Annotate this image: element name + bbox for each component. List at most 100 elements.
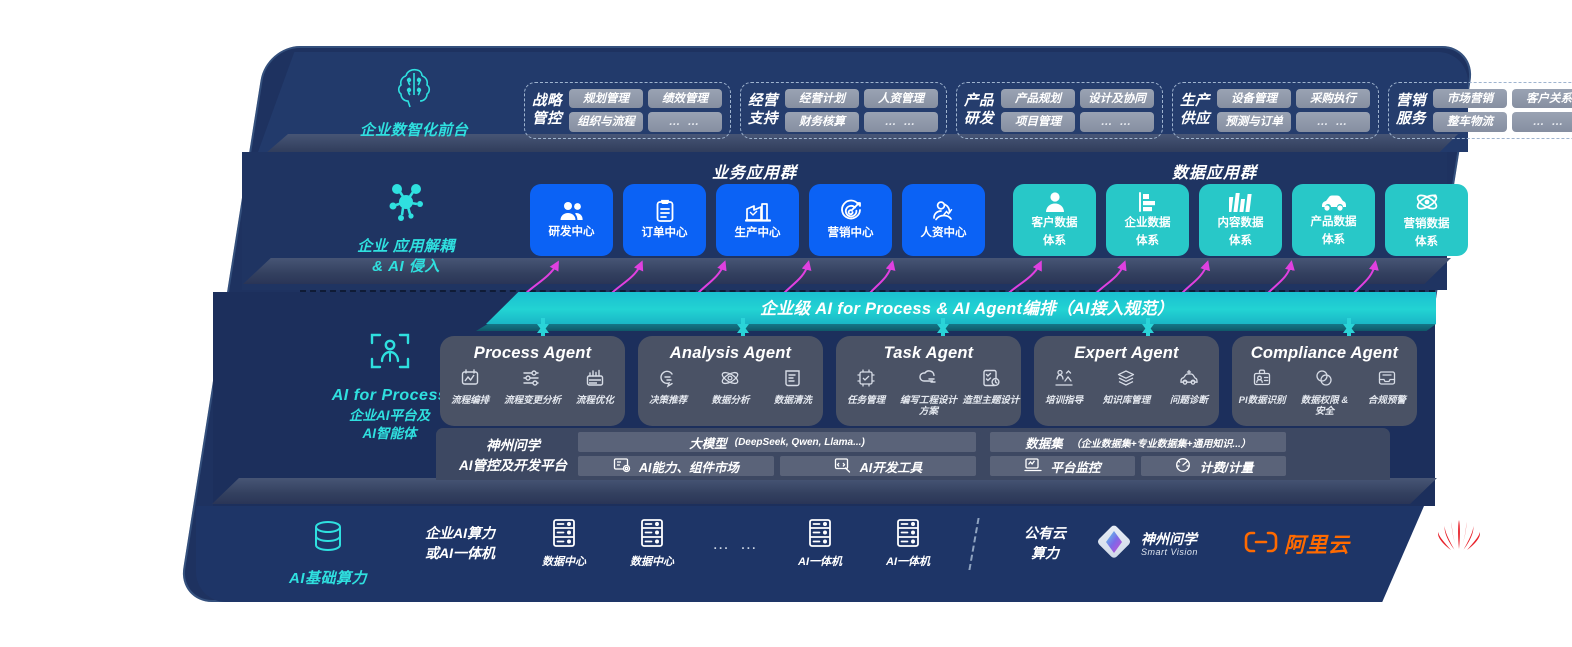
platform-box-text: AI能力、组件市场 [638,460,739,475]
agent-name: Process Agent [473,344,592,362]
card-marketing-center[interactable]: 营销中心 [809,184,892,256]
platform-box-dataset[interactable]: 数据集 （企业数据集+专业数据集+通用知识...） [990,432,1286,452]
agent-card-expert[interactable]: Expert Agent 培训指导 [1034,336,1219,426]
agent-feature[interactable]: 流程变更分析 [502,368,562,407]
enterprise-compute-label: 企业AI算力 或AI一体机 [400,524,520,563]
agent-feature[interactable]: 问题诊断 [1159,368,1219,407]
agent-feature[interactable]: 决策推荐 [638,368,698,407]
domain-chip[interactable]: 预测与订单 [1217,112,1291,132]
card-label-line1: 内容数据 [1217,217,1264,230]
clean-data-icon [783,368,803,393]
rail-ai-compute: AI基础算力 [258,518,398,589]
agent-feature[interactable]: 培训指导 [1034,368,1094,407]
devtool-icon [834,457,852,476]
infra-item-more: … … [696,534,776,554]
domain-chip-more[interactable]: … … [1512,112,1572,132]
domain-chip[interactable]: 市场营销 [1433,89,1507,109]
platform-box-ai-devtools[interactable]: AI开发工具 [780,456,976,476]
domain-chip[interactable]: 人资管理 [864,89,938,109]
domain-chip-more[interactable]: … … [1296,112,1370,132]
server-icon [807,518,833,553]
domain-chip[interactable]: 客户关系 [1512,89,1572,109]
aliyun-text: 阿里云 [1284,534,1350,557]
platform-box-monitor[interactable]: 平台监控 [990,456,1135,476]
agent-feature[interactable]: 流程优化 [565,368,625,407]
infra-item-datacenter-1[interactable]: 数据中心 [520,518,608,570]
agent-feature[interactable]: 数据清洗 [763,368,823,407]
agent-card-compliance[interactable]: Compliance Agent PI数据识别 [1232,336,1417,426]
dots-icon: … … [712,534,760,553]
agent-card-task[interactable]: Task Agent 任务管理 [836,336,1021,426]
feature-label: 流程编排 [451,395,490,406]
card-customer-data[interactable]: 客户数据 体系 [1013,184,1096,256]
logo-en-text: Smart Vision [1141,546,1198,557]
infra-item-ai-appliance-1[interactable]: AI一体机 [776,518,864,570]
agent-feature[interactable]: 造型主题设计 [961,368,1021,418]
infra-item-ai-appliance-2[interactable]: AI一体机 [864,518,952,570]
agent-feature[interactable]: 编写工程设计方案 [898,368,958,418]
domain-chip-more[interactable]: … … [1080,112,1154,132]
domain-name-line1: 战略 [532,93,562,110]
card-enterprise-data[interactable]: 企业数据 体系 [1106,184,1189,256]
domain-group-operations[interactable]: 经营 支持 经营计划 人资管理 财务核算 … … [740,82,947,139]
card-production-center[interactable]: 生产中心 [716,184,799,256]
agent-feature[interactable]: 流程编排 [440,368,500,407]
huawei-logo[interactable]: HUAWEI [1404,518,1514,570]
factory-icon [744,200,771,223]
platform-box-billing[interactable]: 计费/计量 [1141,456,1286,476]
domain-group-strategy[interactable]: 战略 管控 规划管理 绩效管理 组织与流程 … … [524,82,731,139]
domain-group-marketing-service[interactable]: 营销 服务 市场营销 客户关系 整车物流 … … [1388,82,1572,139]
optimize-icon [585,368,605,393]
platform-box-ai-market[interactable]: AI能力、组件市场 [578,456,774,476]
agent-card-process[interactable]: Process Agent 流程编排 [440,336,625,426]
feature-label: 编写工程设计方案 [899,395,957,417]
domain-chip[interactable]: 绩效管理 [648,89,722,109]
feature-label: 培训指导 [1045,395,1084,406]
domain-chip-more[interactable]: … … [648,112,722,132]
platform-box-text: 平台监控 [1050,460,1101,475]
agent-card-analysis[interactable]: Analysis Agent 决策推荐 [638,336,823,426]
domain-chip[interactable]: 经营计划 [785,89,859,109]
domain-name-line1: 经营 [748,93,778,110]
car-icon [1320,192,1348,212]
domain-chip[interactable]: 项目管理 [1001,112,1075,132]
domain-chip[interactable]: 规划管理 [569,89,643,109]
infra-item-datacenter-2[interactable]: 数据中心 [608,518,696,570]
card-marketing-data[interactable]: 营销数据 体系 [1385,184,1468,256]
card-rnd-center[interactable]: 研发中心 [530,184,613,256]
domain-chip[interactable]: 财务核算 [785,112,859,132]
domain-chip[interactable]: 组织与流程 [569,112,643,132]
domain-group-production-supply[interactable]: 生产 供应 设备管理 采购执行 预测与订单 … … [1172,82,1379,139]
agent-feature[interactable]: 知识库管理 [1096,368,1156,407]
agent-feature[interactable]: PI数据识别 [1232,368,1292,418]
domain-chip[interactable]: 整车物流 [1433,112,1507,132]
domain-group-product-rnd[interactable]: 产品 研发 产品规划 设计及协同 项目管理 … … [956,82,1163,139]
domain-chip[interactable]: 采购执行 [1296,89,1370,109]
feature-label: 数据权限 & 安全 [1300,395,1349,417]
server-icon [639,518,665,553]
agent-name: Compliance Agent [1250,344,1399,362]
agent-name: Expert Agent [1074,344,1179,362]
agent-feature[interactable]: 数据权限 & 安全 [1294,368,1354,418]
domain-chip-more[interactable]: … … [864,112,938,132]
ai-orchestration-banner-text: 企业级 AI for Process & AI Agent编排（AI接入规范） [760,300,1174,318]
domain-chip[interactable]: 设计及协同 [1080,89,1154,109]
business-group-title: 业务应用群 [712,165,798,182]
shenzhou-wenxue-logo[interactable]: 神州问学 Smart Vision [1094,522,1244,567]
agent-feature[interactable]: 任务管理 [836,368,896,418]
domain-chip[interactable]: 产品规划 [1001,89,1075,109]
card-hr-center[interactable]: 人资中心 [902,184,985,256]
card-order-center[interactable]: 订单中心 [623,184,706,256]
platform-box-llm[interactable]: 大模型 (DeepSeek, Qwen, Llama...) [578,432,976,452]
infra-item-label: AI一体机 [798,556,842,569]
agent-feature[interactable]: 数据分析 [700,368,760,407]
card-content-data[interactable]: 内容数据 体系 [1199,184,1282,256]
domain-chip[interactable]: 设备管理 [1217,89,1291,109]
card-label-line1: 企业数据 [1124,217,1171,230]
agent-feature[interactable]: 合规预警 [1357,368,1417,418]
public-cloud-line1: 公有云 [1024,525,1066,542]
server-icon [895,518,921,553]
banner-shadow [476,324,1436,331]
aliyun-logo[interactable]: 阿里云 [1244,529,1404,559]
card-product-data[interactable]: 产品数据 体系 [1292,184,1375,256]
